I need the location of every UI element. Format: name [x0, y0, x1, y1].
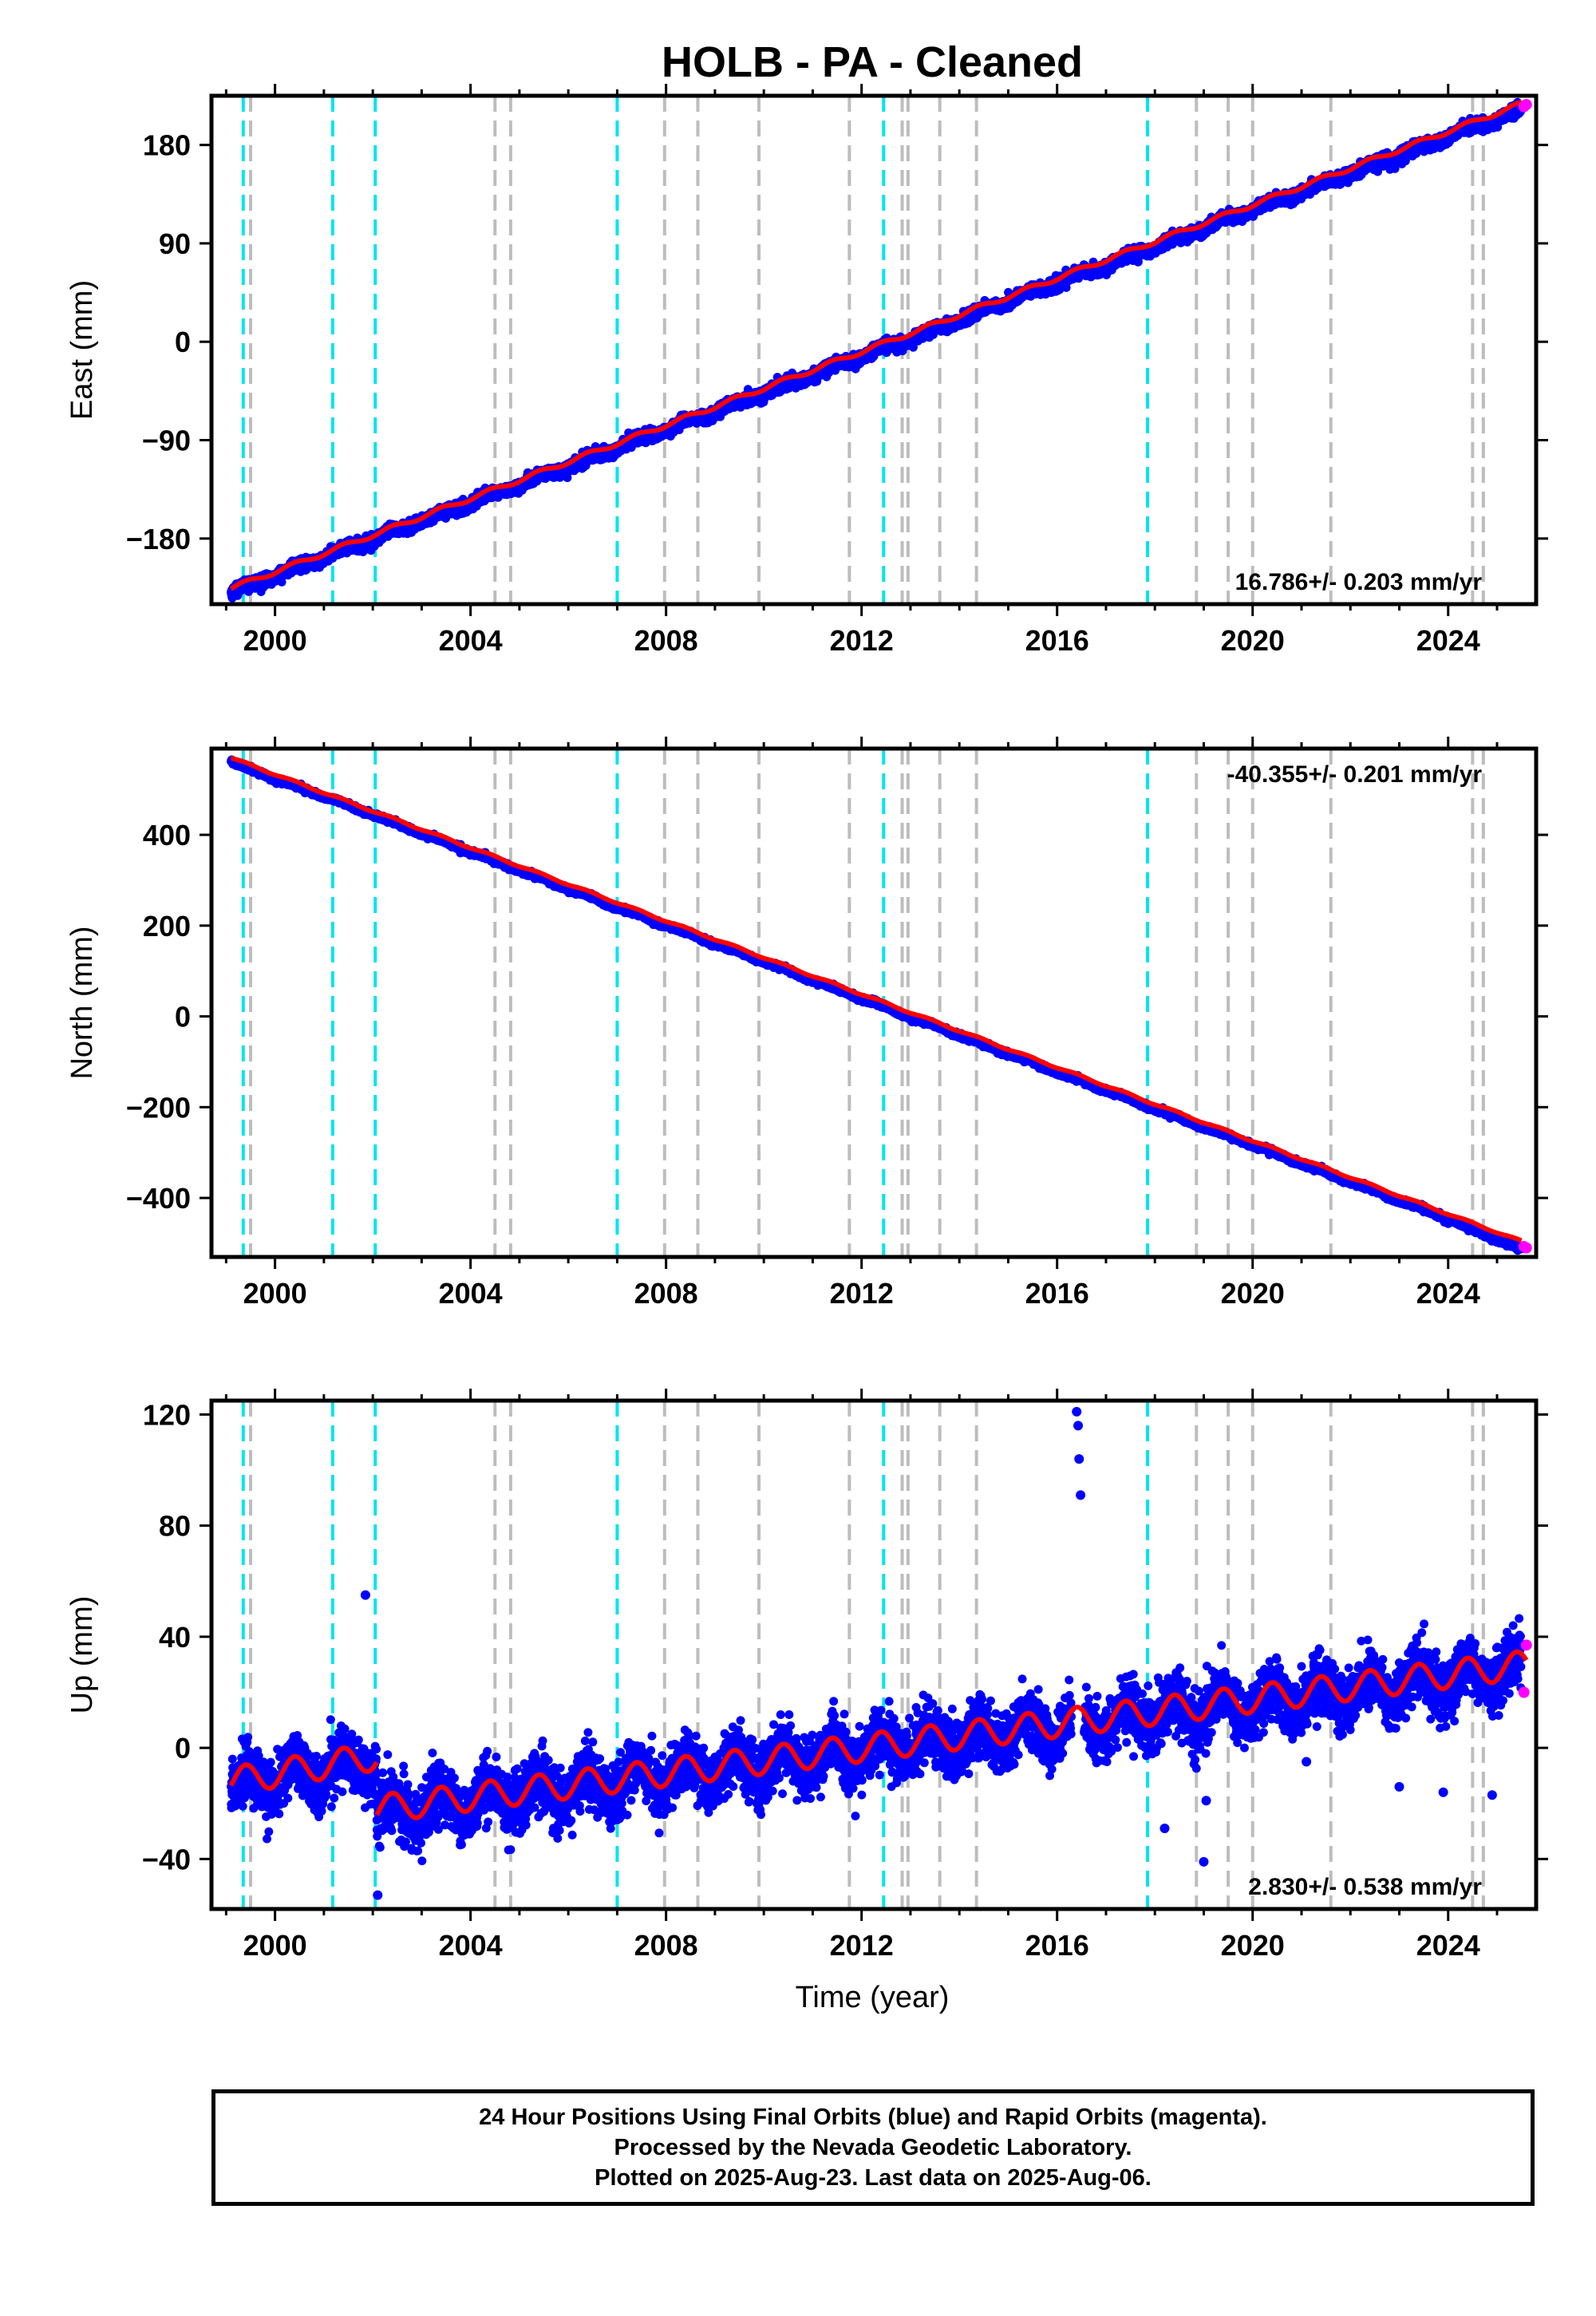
outlier-point — [1072, 1406, 1082, 1417]
plot-area-east — [227, 96, 1532, 604]
outlier-point — [1159, 1824, 1170, 1834]
x-tick-label: 2020 — [1221, 1277, 1285, 1310]
final-orbit-points — [227, 1614, 1526, 1866]
outlier-point — [1201, 1796, 1211, 1806]
rate-label: -40.355+/- 0.201 mm/yr — [1227, 761, 1483, 788]
footer-line-2: Processed by the Nevada Geodetic Laborat… — [614, 2135, 1132, 2160]
y-tick-label: −40 — [142, 1843, 191, 1875]
rapid-orbit-point — [1520, 1242, 1532, 1254]
x-tick-label: 2020 — [1221, 1929, 1285, 1962]
x-tick-label: 2000 — [243, 1929, 307, 1962]
panel-frame-up — [209, 1398, 1539, 1911]
plot-area-up — [227, 1401, 1532, 1909]
x-tick-label: 2024 — [1416, 1929, 1480, 1962]
y-tick-label: −90 — [142, 425, 191, 457]
y-tick-label: 180 — [143, 129, 191, 162]
y-tick-label: 40 — [159, 1621, 191, 1654]
x-tick-label: 2000 — [243, 1277, 307, 1310]
outlier-point — [1487, 1790, 1497, 1800]
model-fit-line — [228, 1745, 379, 1791]
figure-title: HOLB - PA - Cleaned — [662, 38, 1083, 86]
x-tick-label: 2008 — [634, 624, 698, 657]
panel-frame-east — [209, 93, 1539, 607]
outlier-point — [373, 1890, 383, 1900]
y-tick-label: 0 — [175, 326, 191, 358]
y-tick-label: −400 — [126, 1182, 191, 1215]
x-axis-label: Time (year) — [796, 1981, 950, 2014]
y-tick-label: 80 — [159, 1510, 191, 1543]
x-tick-label: 2012 — [830, 624, 894, 657]
footer-line-1: 24 Hour Positions Using Final Orbits (bl… — [479, 2105, 1267, 2130]
y-axis-label: Up (mm) — [65, 1596, 99, 1714]
outlier-point — [360, 1590, 370, 1600]
outlier-point — [1076, 1490, 1086, 1500]
panel-east: −180 −90 0 90 180 2000 2004 2008 2012 2016 2020 202… — [65, 84, 1548, 657]
model-fit-line — [374, 1649, 1529, 1820]
footer-caption-box: 24 Hour Positions Using Final Orbits (bl… — [211, 2089, 1535, 2206]
x-tick-label: 2020 — [1221, 624, 1285, 657]
footer-line-3: Plotted on 2025-Aug-23. Last data on 202… — [595, 2165, 1152, 2191]
x-tick-label: 2016 — [1025, 624, 1089, 657]
panel-up: −40 0 40 80 120 2000 2004 2008 2012 2016 2020 2024 U… — [65, 1389, 1548, 1962]
y-tick-label: 0 — [175, 1001, 191, 1034]
y-tick-label: 120 — [143, 1398, 191, 1431]
plot-area-north — [227, 749, 1532, 1257]
x-tick-label: 2012 — [830, 1277, 894, 1310]
x-tick-label: 2000 — [243, 624, 307, 657]
x-tick-label: 2008 — [634, 1929, 698, 1962]
x-tick-label: 2004 — [439, 1929, 503, 1962]
outlier-point — [1199, 1856, 1209, 1867]
outlier-point — [1438, 1787, 1448, 1797]
rapid-orbit-point — [1520, 98, 1532, 110]
y-tick-label: 90 — [159, 227, 191, 260]
rapid-orbit-point — [1520, 1639, 1532, 1651]
outlier-point — [1302, 1757, 1312, 1767]
x-tick-label: 2024 — [1416, 624, 1480, 657]
x-tick-label: 2016 — [1025, 1929, 1089, 1962]
rate-label: 16.786+/- 0.203 mm/yr — [1235, 569, 1483, 595]
x-tick-label: 2016 — [1025, 1277, 1089, 1310]
panel-north: −400 −200 0 200 400 2000 2004 2008 2012 2016 2020 2… — [65, 737, 1548, 1310]
y-tick-label: 0 — [175, 1732, 191, 1765]
x-tick-label: 2004 — [439, 1277, 503, 1310]
rate-label: 2.830+/- 0.538 mm/yr — [1248, 1874, 1482, 1900]
panel-frame-north — [209, 746, 1539, 1259]
y-axis-label: East (mm) — [65, 280, 99, 420]
x-tick-label: 2024 — [1416, 1277, 1480, 1310]
outlier-point — [1073, 1421, 1084, 1431]
y-axis-label: North (mm) — [65, 926, 99, 1079]
y-tick-label: 400 — [143, 819, 191, 852]
outlier-point — [1394, 1781, 1404, 1792]
y-tick-label: −200 — [126, 1091, 191, 1124]
outlier-point — [1074, 1454, 1084, 1464]
model-fit-line — [229, 99, 1523, 591]
y-tick-label: 200 — [143, 910, 191, 943]
rapid-orbit-point — [1518, 1686, 1530, 1698]
model-fit-line — [231, 756, 1523, 1243]
x-tick-label: 2004 — [439, 624, 503, 657]
x-tick-label: 2012 — [830, 1929, 894, 1962]
y-tick-label: −180 — [126, 523, 191, 555]
x-tick-label: 2008 — [634, 1277, 698, 1310]
